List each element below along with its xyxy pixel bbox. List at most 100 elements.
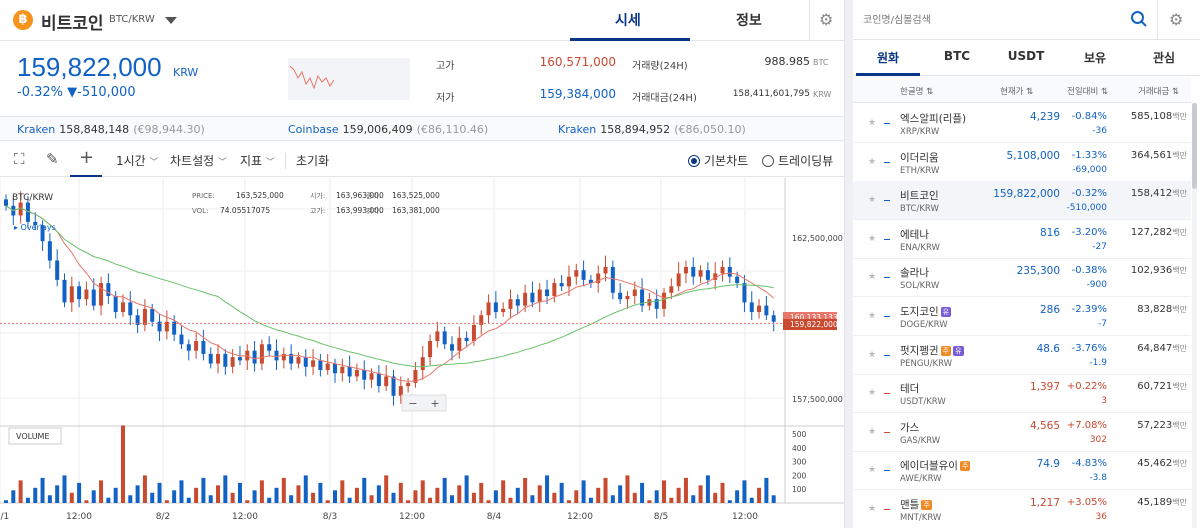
market-row[interactable]: ★ 펏지펭귄 주 유 PENGU/KRW 48.6 -3.76% -1.9 64,847백만 [853,336,1191,375]
market-row[interactable]: ★ 비트코인 BTC/KRW 159,822,000 -0.32% -510,000 158… [853,181,1191,221]
interval-select[interactable]: 1시간 ﹀ [116,152,159,169]
market-row[interactable]: ★ 에이더블유이 주 AWE/KRW 74.9 -4.83% -3.8 45,462백만 [853,451,1191,491]
candle [62,279,67,303]
volume-bar [610,495,615,503]
volume-bar [18,480,23,503]
star-icon[interactable]: ★ [868,426,877,437]
volume-bar [311,492,316,503]
coin-change-abs: -36 [1092,126,1107,136]
candlestick-chart[interactable]: BTC/KRW ▸ Overlays PRICE: 163,525,000 시가: 163… [0,178,845,528]
market-row[interactable]: ★ 테더 USDT/KRW 1,397 +0.22% 3 60,721백만 [853,374,1191,414]
candle [252,350,257,364]
volume-bar [223,475,228,503]
tab-btc[interactable]: BTC [943,49,971,63]
volume-bar [420,480,425,503]
tab-info[interactable]: 정보 [736,13,762,29]
volume-bar [40,477,45,503]
candle [25,202,30,222]
tab-favorites[interactable]: 관심 [1152,51,1176,65]
scrollbar-thumb[interactable] [1192,103,1197,189]
candle [157,321,162,332]
star-icon[interactable]: ★ [868,156,877,167]
coin-change-abs: -7 [1098,319,1107,329]
gear-icon[interactable]: ⚙ [819,10,834,29]
volume-bar [501,480,506,503]
star-icon[interactable]: ★ [868,349,877,360]
coin-name: 비트코인 [41,14,104,34]
tab-krw[interactable]: 원화 [876,51,900,65]
candle [325,363,330,371]
crosshair-icon[interactable]: + [79,147,95,168]
market-row[interactable]: ★ 솔라나 SOL/KRW 235,300 -0.38% -900 102,936백만 [853,258,1191,298]
basic-chart-radio[interactable]: 기본차트 [688,152,748,169]
moving-average-fast [5,205,775,382]
candle [640,289,645,306]
tab-price[interactable]: 시세 [615,13,641,29]
candle [669,286,674,293]
column-price[interactable]: 현재가 ⇅ [1000,87,1034,97]
candle [654,299,659,309]
star-icon[interactable]: ★ [868,465,877,476]
coin-volume: 45,462백만 [1137,458,1187,470]
active-tab-indicator [570,38,690,41]
coin-change-percent: -0.32% [1071,188,1107,200]
coin-price: 74.9 [1036,458,1060,471]
volume-bar [676,487,681,503]
star-icon[interactable]: ★ [868,233,877,244]
market-row[interactable]: ★ 맨틀 주 MNT/KRW 1,217 +3.05% 36 45,189백만 [853,490,1191,528]
low-value: 159,384,000 [539,87,616,101]
pencil-icon[interactable]: ✎ [46,150,59,168]
column-name[interactable]: 한글명 ⇅ [900,87,934,97]
volume-bar [157,482,162,503]
gear-icon[interactable]: ⚙ [1169,10,1184,29]
market-row[interactable]: ★ 도지코인 유 DOGE/KRW 286 -2.39% -7 83,828백만 [853,297,1191,336]
info-value: 163,381,000 [392,206,440,215]
basic-chart-label: 기본차트 [704,154,749,168]
exchange-item: Kraken 158,848,148 (€98,944.30) [17,123,205,136]
reset-button[interactable]: 초기화 [296,154,330,168]
chevron-down-icon[interactable] [165,17,177,24]
candle [237,357,242,361]
info-value: 163,525,000 [236,191,284,200]
indicator-menu[interactable]: 지표 ﹀ [240,152,275,169]
coin-volume: 158,412백만 [1130,188,1187,200]
tab-holdings[interactable]: 보유 [1083,51,1107,65]
fullscreen-icon[interactable]: ⛶ [14,150,25,168]
exchange-price: 158,848,148 [59,123,130,136]
chart-settings-menu[interactable]: 차트설정 ﹀ [170,152,227,169]
market-row[interactable]: ★ 엑스알피(리플) XRP/KRW 4,239 -0.84% -36 585,108백만 [853,104,1191,143]
market-row[interactable]: ★ 이더리움 ETH/KRW 5,108,000 -1.33% -69,000 364,56… [853,143,1191,182]
market-row[interactable]: ★ 가스 GAS/KRW 4,565 +7.08% 302 57,223백만 [853,413,1191,452]
volume-bar [428,497,433,503]
coin-change-abs: 3 [1101,396,1107,407]
volume-bar [464,475,469,503]
volume-bar [508,497,513,503]
star-icon[interactable]: ★ [868,195,877,206]
candle [449,344,454,351]
volume-bar [742,480,747,503]
market-row[interactable]: ★ 에테나 ENA/KRW 816 -3.20% -27 127,282백만 [853,220,1191,259]
star-icon[interactable]: ★ [868,118,877,128]
coin-name: 비트코인 [900,190,939,203]
caution-badge: 유 [953,345,964,356]
column-volume[interactable]: 거래대금 ⇅ [1138,87,1180,97]
candle [128,302,133,316]
volume-bar [552,492,557,503]
trading-panel: ฿ 비트코인 BTC/KRW 시세 정보 ⚙ 159,822,000 KRW -… [0,0,845,528]
tab-usdt[interactable]: USDT [1007,49,1045,63]
exchange-item: Coinbase 159,006,409 (€86,110.46) [288,123,488,136]
low-label: 저가 [436,93,455,104]
search-input[interactable] [863,10,1113,30]
search-icon[interactable] [1130,10,1148,28]
star-icon[interactable]: ★ [868,272,877,283]
coin-change-percent: -0.38% [1071,265,1107,277]
volume-bar [771,495,776,503]
star-icon[interactable]: ★ [868,504,877,514]
star-icon[interactable]: ★ [868,311,877,321]
star-icon[interactable]: ★ [868,388,877,399]
column-change[interactable]: 전일대비 ⇅ [1067,87,1109,97]
scrollbar[interactable] [1192,103,1197,528]
trend-mark-icon [884,431,890,433]
trading-view-radio[interactable]: 트레이딩뷰 [762,152,833,169]
info-label: 저가: [366,206,381,215]
